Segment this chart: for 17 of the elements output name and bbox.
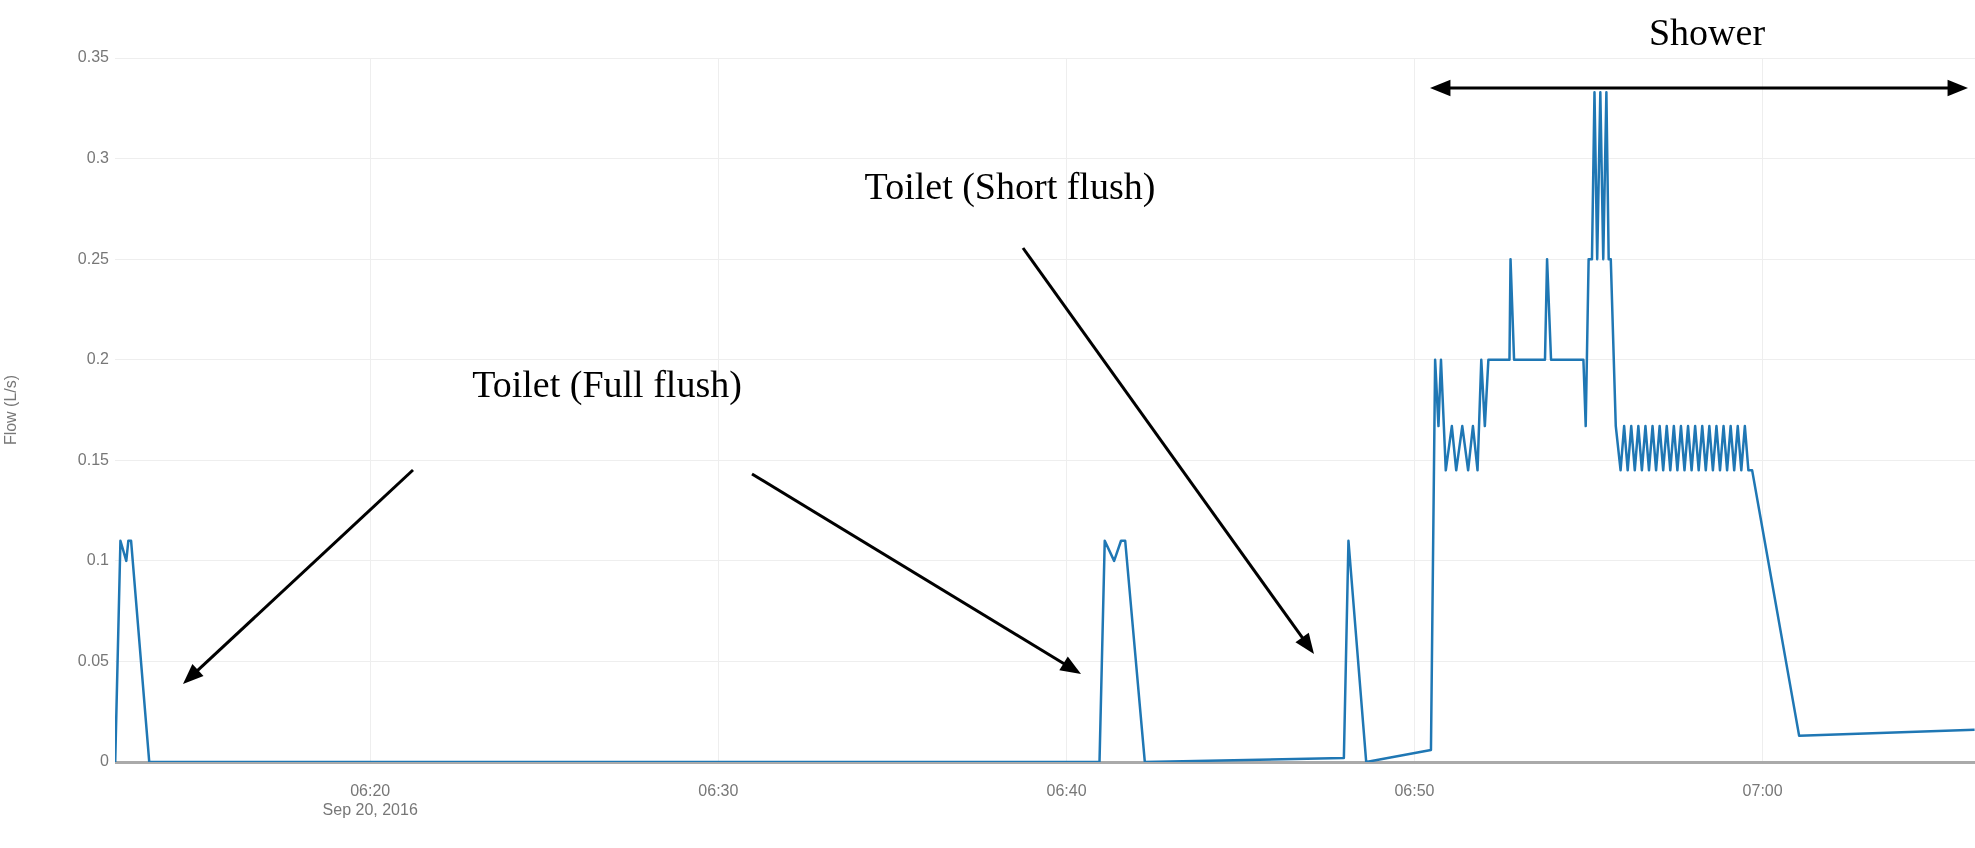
x-tick-label: 07:00 bbox=[1742, 782, 1783, 800]
x-tick-label: 06:40 bbox=[1046, 782, 1087, 800]
x-tick-label: 06:30 bbox=[698, 782, 739, 800]
y-tick-label: 0.1 bbox=[86, 551, 110, 569]
y-tick-label: 0.25 bbox=[77, 249, 110, 267]
x-tick-label: 06:50 bbox=[1394, 782, 1435, 800]
y-tick-label: 0.2 bbox=[86, 350, 110, 368]
y-tick-label: 0.35 bbox=[77, 48, 110, 66]
y-tick-label: 0.05 bbox=[77, 651, 110, 669]
annotation: Toilet (Full flush) bbox=[472, 362, 742, 406]
x-tick-label: 06:20 Sep 20, 2016 bbox=[322, 782, 418, 819]
y-tick-label: 0.3 bbox=[86, 148, 110, 166]
annotation: Toilet (Short flush) bbox=[864, 164, 1156, 208]
y-tick-label: 0 bbox=[100, 752, 110, 770]
text: Shower bbox=[1648, 10, 1766, 54]
y-tick-label: 0.15 bbox=[77, 450, 110, 468]
y-axis-title: Flow (L/s) bbox=[2, 374, 20, 446]
